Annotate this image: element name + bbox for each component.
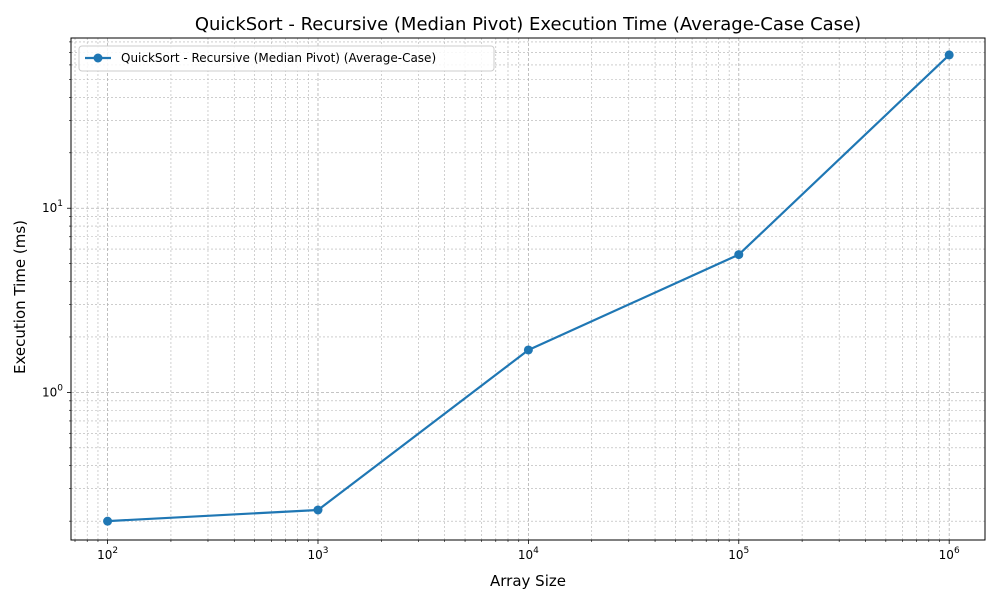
legend-label: QuickSort - Recursive (Median Pivot) (Av…	[121, 51, 436, 65]
chart-title: QuickSort - Recursive (Median Pivot) Exe…	[195, 14, 861, 35]
y-tick-label: 101	[42, 199, 63, 215]
data-point	[944, 50, 954, 60]
x-axis-label: Array Size	[490, 572, 566, 590]
y-axis-label: Execution Time (ms)	[11, 220, 29, 374]
axis-ticks: 102 103 104 105 106 100 101	[42, 41, 960, 562]
x-tick-label: 104	[518, 546, 539, 562]
data-point	[523, 345, 533, 355]
x-tick-label: 105	[728, 546, 749, 562]
grid-major	[71, 38, 985, 540]
x-tick-label: 102	[97, 546, 118, 562]
legend: QuickSort - Recursive (Median Pivot) (Av…	[78, 45, 495, 72]
data-point	[734, 250, 744, 260]
x-tick-label: 106	[939, 546, 960, 562]
y-tick-label: 100	[42, 383, 63, 399]
legend-box	[78, 45, 495, 72]
series-layer	[103, 50, 954, 526]
legend-marker	[93, 53, 103, 63]
x-tick-label: 103	[307, 546, 328, 562]
data-point	[313, 505, 323, 515]
data-point	[103, 516, 113, 526]
